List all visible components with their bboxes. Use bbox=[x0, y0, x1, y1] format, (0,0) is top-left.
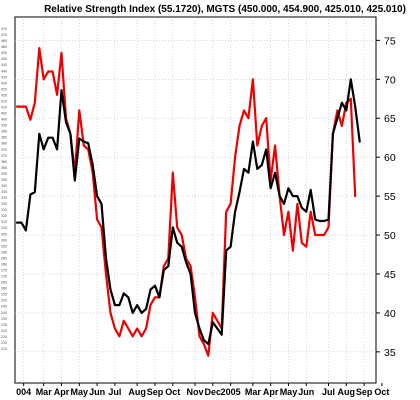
x-tick-label: Jun bbox=[298, 387, 314, 397]
left-axis-label: 315 bbox=[1, 220, 7, 224]
y-tick-label: 65 bbox=[384, 113, 396, 125]
right-axis-ticks: 35 40 45 50 55 60 65 70 75 bbox=[376, 35, 396, 359]
left-axis-label: 385 bbox=[1, 136, 7, 140]
chart-title: Relative Strength Index (55.1720), MGTS … bbox=[44, 4, 406, 15]
x-tick-label: Jul bbox=[322, 387, 335, 397]
x-tick-label: Jul bbox=[108, 387, 121, 397]
grid-lines bbox=[14, 16, 377, 384]
y-tick-label: 75 bbox=[384, 35, 396, 47]
left-axis-label: 460 bbox=[1, 45, 7, 49]
x-tick-label: Jun bbox=[89, 387, 105, 397]
y-tick-label: 70 bbox=[384, 74, 396, 86]
left-axis-label: 475 bbox=[1, 27, 7, 31]
left-axis-label: 340 bbox=[1, 190, 7, 194]
left-axis-label: 370 bbox=[1, 154, 7, 158]
left-axis-label: 285 bbox=[1, 256, 7, 260]
left-axis-label: 360 bbox=[1, 166, 7, 170]
x-tick-label: Oct bbox=[165, 387, 180, 397]
x-tick-label: Aug bbox=[338, 387, 356, 397]
left-axis-label: 310 bbox=[1, 226, 7, 230]
left-axis-label: 305 bbox=[1, 232, 7, 236]
left-axis-label: 390 bbox=[1, 130, 7, 134]
left-axis-label: 435 bbox=[1, 75, 7, 79]
left-axis-label: 425 bbox=[1, 87, 7, 91]
left-axis-label: 450 bbox=[1, 57, 7, 61]
x-tick-label: Sep bbox=[147, 387, 164, 397]
y-tick-label: 45 bbox=[384, 269, 396, 281]
left-axis-label: 240 bbox=[1, 311, 7, 315]
left-axis-label: 355 bbox=[1, 172, 7, 176]
left-axis-label: 455 bbox=[1, 51, 7, 55]
left-axis-label: 400 bbox=[1, 118, 7, 122]
left-axis-label: 405 bbox=[1, 112, 7, 116]
left-axis-label: 325 bbox=[1, 208, 7, 212]
left-axis-label: 420 bbox=[1, 93, 7, 97]
left-axis-label: 275 bbox=[1, 269, 7, 273]
left-axis-label: 250 bbox=[1, 299, 7, 303]
x-tick-label: Mar bbox=[245, 387, 262, 397]
left-axis-label: 245 bbox=[1, 305, 7, 309]
left-axis-label: 210 bbox=[1, 347, 7, 351]
left-axis-label: 395 bbox=[1, 124, 7, 128]
left-axis-label: 350 bbox=[1, 178, 7, 182]
left-axis-label: 280 bbox=[1, 262, 7, 266]
left-axis-label: 465 bbox=[1, 39, 7, 43]
left-axis-label: 470 bbox=[1, 33, 7, 37]
left-axis-label: 290 bbox=[1, 250, 7, 254]
y-tick-label: 60 bbox=[384, 152, 396, 164]
left-axis-label: 335 bbox=[1, 196, 7, 200]
x-tick-label: Nov bbox=[186, 387, 203, 397]
left-axis-label: 225 bbox=[1, 329, 7, 333]
x-tick-label: Oct bbox=[374, 387, 389, 397]
left-axis-label: 215 bbox=[1, 341, 7, 345]
left-axis-label: 320 bbox=[1, 214, 7, 218]
left-axis-label: 365 bbox=[1, 160, 7, 164]
left-axis-label: 295 bbox=[1, 244, 7, 248]
left-axis-label: 300 bbox=[1, 238, 7, 242]
x-axis-ticks: 004 Mar Apr May Jun Jul Aug Sep Oct Nov Dec 2005 Mar… bbox=[16, 383, 389, 397]
left-axis-labels: 475 470 465 460 455 450 445 440 435 430 425 420 415 4… bbox=[1, 27, 7, 351]
left-axis-label: 345 bbox=[1, 184, 7, 188]
x-tick-label: 004 bbox=[16, 387, 31, 397]
left-axis-label: 415 bbox=[1, 99, 7, 103]
left-axis-label: 380 bbox=[1, 142, 7, 146]
y-tick-label: 55 bbox=[384, 191, 396, 203]
series-line-black bbox=[15, 78, 361, 346]
x-tick-label: Aug bbox=[128, 387, 146, 397]
left-axis-label: 255 bbox=[1, 293, 7, 297]
y-tick-label: 40 bbox=[384, 308, 396, 320]
series-line-red bbox=[15, 46, 357, 357]
left-axis-label: 430 bbox=[1, 81, 7, 85]
x-tick-label: Apr bbox=[263, 387, 279, 397]
left-axis-label: 375 bbox=[1, 148, 7, 152]
left-axis-label: 235 bbox=[1, 317, 7, 321]
left-axis-label: 220 bbox=[1, 335, 7, 339]
x-tick-label: May bbox=[71, 387, 89, 397]
x-tick-label: Dec bbox=[205, 387, 222, 397]
left-axis-label: 230 bbox=[1, 323, 7, 327]
x-tick-label: Mar bbox=[36, 387, 53, 397]
x-tick-label: May bbox=[280, 387, 298, 397]
left-axis-label: 260 bbox=[1, 287, 7, 291]
plot-frame bbox=[14, 16, 377, 384]
left-axis-label: 410 bbox=[1, 105, 7, 109]
left-axis-label: 265 bbox=[1, 281, 7, 285]
x-tick-label: Apr bbox=[54, 387, 70, 397]
x-tick-label: Sep bbox=[356, 387, 373, 397]
y-tick-label: 35 bbox=[384, 347, 396, 359]
x-tick-label: 2005 bbox=[221, 387, 241, 397]
left-axis-label: 270 bbox=[1, 275, 7, 279]
left-axis-label: 330 bbox=[1, 202, 7, 206]
left-axis-label: 440 bbox=[1, 69, 7, 73]
y-tick-label: 50 bbox=[384, 230, 396, 242]
left-axis-label: 445 bbox=[1, 63, 7, 67]
series-layer bbox=[15, 46, 361, 357]
